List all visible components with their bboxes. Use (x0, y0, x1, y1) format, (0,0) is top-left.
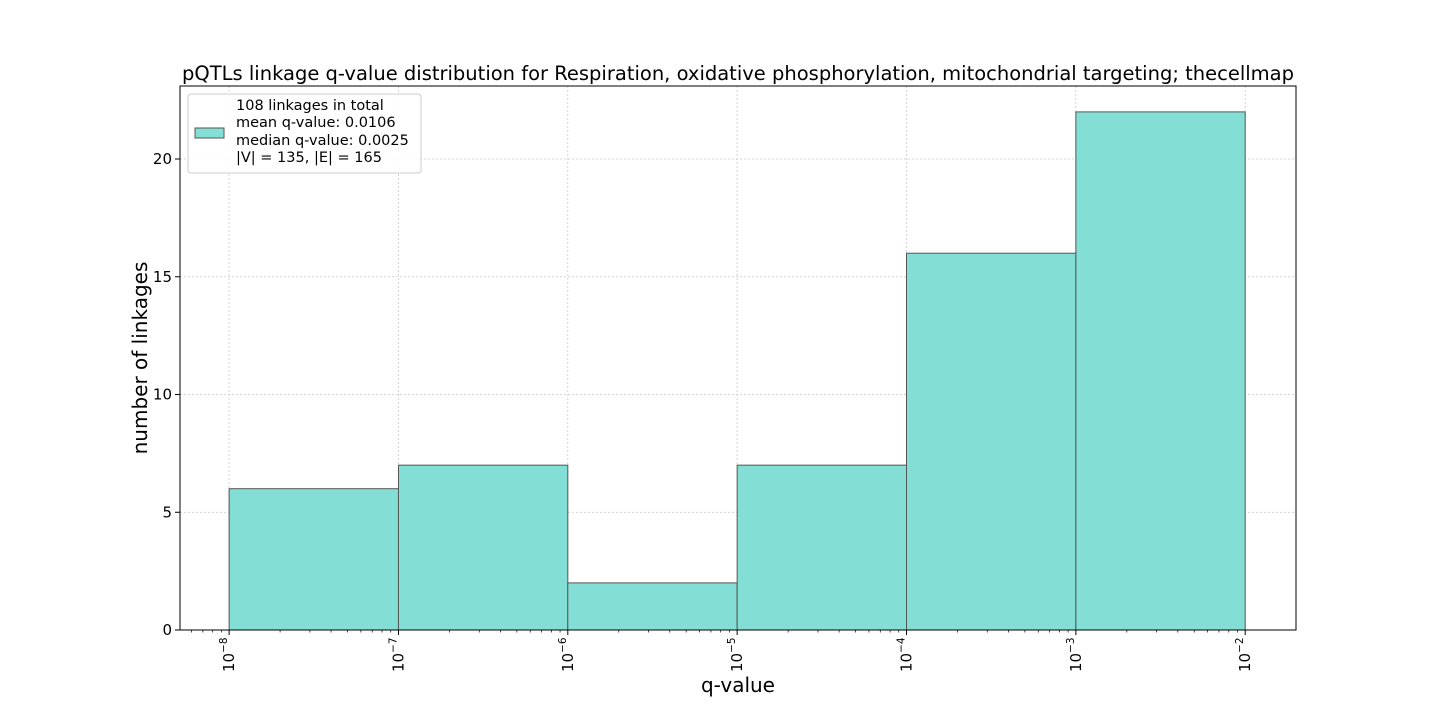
y-tick-label: 10 (153, 386, 172, 404)
x-axis: 10−8 10−7 10−6 10−5 10−4 10−3 10−2 (191, 630, 1254, 672)
legend-line-4: |V| = 135, |E| = 165 (236, 150, 382, 166)
x-axis-label: q-value (701, 673, 775, 697)
x-tick-label: 10−6 (557, 637, 577, 672)
histogram-bar (906, 252, 1077, 631)
y-tick-label: 5 (162, 503, 172, 521)
legend-swatch (194, 127, 225, 139)
legend-line-1: 108 linkages in total (236, 98, 384, 114)
chart-title: pQTLs linkage q-value distribution for R… (182, 62, 1294, 85)
legend-line-3: median q-value: 0.0025 (236, 133, 409, 149)
plot-frame (179, 85, 1297, 631)
y-tick-label: 15 (153, 268, 172, 286)
histogram-bar (736, 464, 908, 631)
x-tick-label: 10−5 (726, 637, 746, 672)
y-tick-label: 20 (153, 150, 172, 168)
y-tick-label: 0 (162, 621, 172, 639)
x-tick-label: 10−2 (1234, 637, 1254, 672)
histogram-bar (397, 464, 569, 631)
x-tick-label: 10−3 (1065, 637, 1085, 672)
histogram-bar (1075, 111, 1246, 631)
legend: 108 linkages in total mean q-value: 0.01… (187, 93, 422, 174)
histogram-bar (567, 582, 738, 631)
x-tick-label: 10−8 (218, 637, 238, 672)
x-tick-label: 10−4 (896, 637, 916, 672)
legend-box (187, 93, 422, 174)
y-axis: 0 5 10 15 20 (153, 150, 180, 639)
legend-line-2: mean q-value: 0.0106 (236, 115, 396, 131)
bars (228, 111, 1246, 631)
x-tick-label: 10−7 (387, 637, 407, 672)
histogram-bar (228, 488, 399, 631)
y-axis-label: number of linkages (128, 262, 152, 455)
